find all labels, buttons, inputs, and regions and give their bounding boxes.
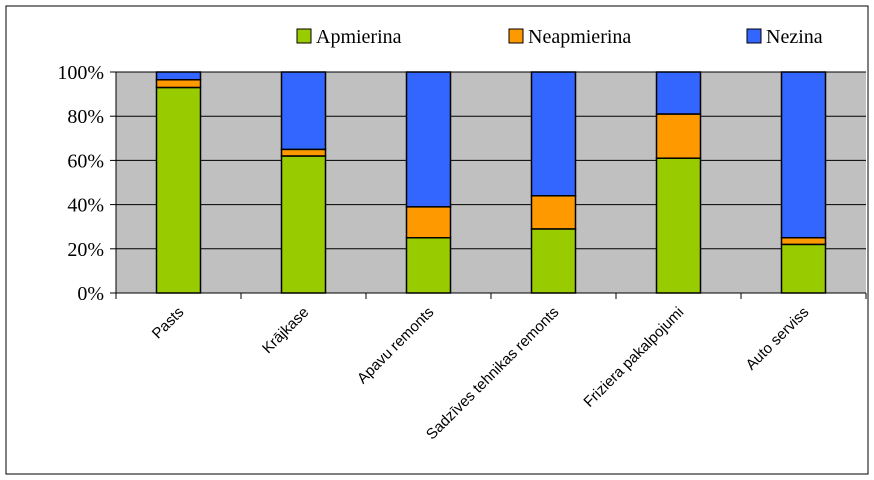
bar-segment [280, 71, 327, 151]
legend: Apmierina Neapmierina Nezina [296, 26, 823, 48]
axes [110, 71, 867, 299]
bar-segment [655, 113, 702, 159]
bar-segment [530, 71, 577, 197]
bar-segment [405, 206, 452, 239]
bar-segment [155, 86, 202, 294]
plot-area [116, 72, 866, 293]
y-tick-labels: 0% 20% 40% 60% 80% 100% [57, 62, 104, 305]
legend-label: Apmierina [316, 26, 402, 48]
y-tick-label: 80% [67, 106, 104, 128]
legend-label: Nezina [766, 26, 823, 48]
legend-swatch [508, 28, 524, 44]
bar-segment [405, 237, 452, 294]
legend-swatch [296, 28, 312, 44]
bar-segment [155, 71, 202, 81]
bar-segment [655, 71, 702, 115]
legend-label: Neapmierina [528, 26, 631, 48]
y-tick-label: 20% [67, 239, 104, 261]
bar-segment [405, 71, 452, 208]
bar-segment [155, 78, 202, 89]
y-tick-label: 60% [67, 150, 104, 172]
bar-segment [530, 195, 577, 230]
y-tick-label: 0% [77, 283, 104, 305]
y-tick-label: 100% [57, 62, 104, 84]
bars [155, 71, 827, 294]
bar-segment [780, 237, 827, 246]
bar-segment [655, 157, 702, 294]
bar-segment [530, 228, 577, 294]
bar-segment [780, 71, 827, 239]
bar-segment [280, 155, 327, 294]
legend-swatch [746, 28, 762, 44]
y-tick-label: 40% [67, 195, 104, 217]
bar-segment [280, 148, 327, 157]
bar-segment [780, 243, 827, 294]
